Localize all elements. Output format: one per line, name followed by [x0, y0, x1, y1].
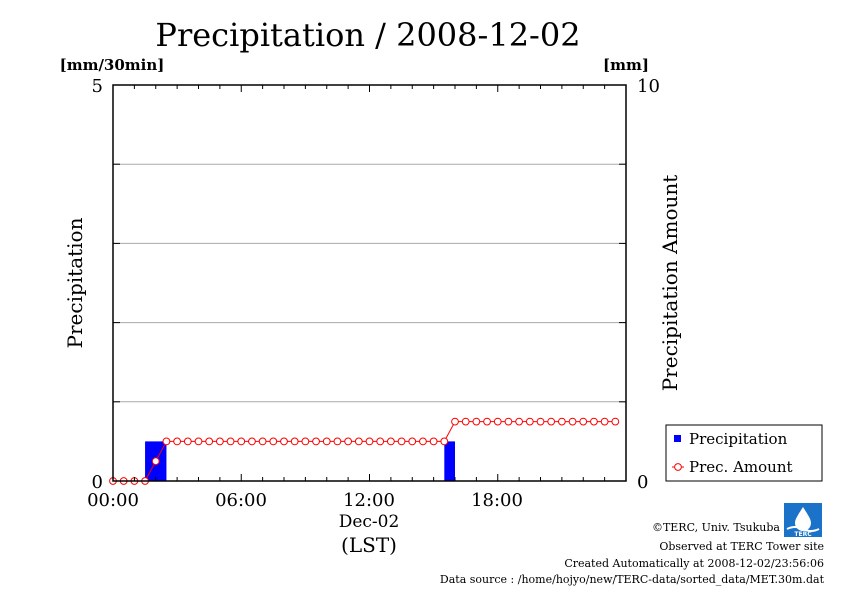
y-gridlines	[113, 163, 626, 403]
right-tick-10: 10	[637, 76, 660, 97]
amount-point-26	[386, 437, 395, 446]
amount-point-17	[290, 437, 299, 446]
precipitation-bars	[145, 441, 455, 481]
credit-source: Data source : /home/hojyo/new/TERC-data/…	[440, 573, 825, 586]
amount-point-31	[440, 437, 449, 446]
amount-point-12	[237, 437, 246, 446]
precipitation-bar-1	[444, 441, 455, 481]
amount-point-15	[269, 437, 278, 446]
amount-point-18	[301, 437, 310, 446]
amount-point-34	[472, 417, 481, 426]
amount-point-47	[611, 417, 620, 426]
axis-ticks	[112, 84, 627, 482]
right-tick-0: 0	[637, 472, 648, 493]
legend-precipitation-swatch	[674, 435, 681, 442]
x-unit-label: (LST)	[341, 533, 397, 557]
legend-precipitation-label: Precipitation	[689, 430, 788, 448]
left-tick-0: 0	[92, 472, 103, 493]
amount-point-27	[397, 437, 406, 446]
x-tick-0600: 06:00	[215, 490, 267, 511]
amount-point-11	[226, 437, 235, 446]
amount-point-35	[483, 417, 491, 426]
amount-point-25	[376, 437, 385, 446]
right-axis-unit: [mm]	[603, 56, 649, 74]
amount-point-44	[579, 417, 588, 426]
legend-amount-label: Prec. Amount	[689, 458, 793, 476]
credit-created: Created Automatically at 2008-12-02/23:5…	[564, 557, 824, 570]
amount-point-29	[419, 437, 427, 446]
left-axis-title: Precipitation	[63, 217, 87, 348]
right-axis-title: Precipitation Amount	[658, 175, 682, 392]
amount-point-28	[408, 437, 417, 446]
amount-point-21	[333, 437, 342, 446]
amount-point-9	[205, 437, 214, 446]
amount-point-45	[590, 417, 598, 426]
amount-point-20	[322, 437, 331, 446]
x-tick-1200: 12:00	[343, 490, 395, 511]
amount-point-30	[429, 437, 438, 446]
amount-point-39	[525, 417, 534, 426]
amount-point-10	[215, 437, 224, 446]
amount-point-42	[557, 417, 566, 426]
legend: Precipitation Prec. Amount	[665, 424, 823, 482]
amount-point-13	[248, 437, 256, 446]
amount-point-40	[536, 417, 545, 426]
amount-point-4	[151, 457, 160, 466]
credit-copyright: ©TERC, Univ. Tsukuba	[652, 521, 780, 534]
x-tick-1800: 18:00	[471, 490, 523, 511]
amount-point-19	[312, 437, 320, 446]
credit-observed: Observed at TERC Tower site	[659, 540, 824, 553]
amount-point-14	[258, 437, 267, 446]
amount-point-7	[183, 437, 192, 446]
terc-logo: TERC	[784, 503, 822, 538]
amount-point-37	[504, 417, 513, 426]
amount-series	[109, 417, 620, 485]
chart-title: Precipitation / 2008-12-02	[155, 16, 580, 54]
x-tick-0000: 00:00	[87, 490, 139, 511]
amount-point-43	[568, 417, 577, 426]
legend-amount-marker	[674, 463, 682, 471]
left-axis-unit: [mm/30min]	[60, 56, 165, 74]
amount-line	[113, 421, 616, 482]
amount-point-23	[354, 437, 363, 446]
amount-point-41	[547, 417, 556, 426]
amount-point-36	[493, 417, 502, 426]
left-tick-5: 5	[92, 76, 103, 97]
amount-point-32	[451, 417, 459, 426]
amount-point-38	[515, 417, 524, 426]
amount-point-22	[344, 437, 353, 446]
amount-point-6	[173, 437, 182, 446]
amount-point-8	[194, 437, 203, 446]
amount-point-5	[162, 437, 171, 446]
logo-text: TERC	[794, 531, 812, 538]
amount-point-16	[280, 437, 288, 446]
amount-point-46	[600, 417, 609, 426]
amount-point-33	[461, 417, 470, 426]
legend-box	[665, 424, 823, 482]
amount-point-24	[365, 437, 374, 446]
x-date-label: Dec-02	[339, 512, 400, 532]
